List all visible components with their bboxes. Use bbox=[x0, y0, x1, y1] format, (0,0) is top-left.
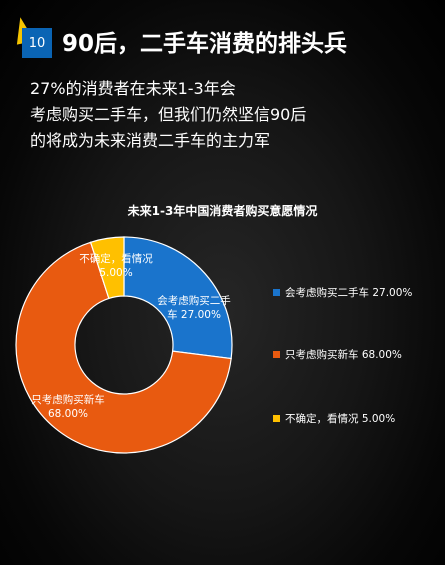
slice-label-1: 只考虑购买新车 68.00% bbox=[31, 393, 105, 420]
subtitle-line-2: 的将成为未来消费二手车的主力军 bbox=[30, 131, 271, 150]
legend-swatch-1 bbox=[273, 351, 280, 358]
donut-slice-1 bbox=[15, 241, 232, 454]
subtitle-line-1: 考虑购买二手车，但我们仍然坚信90后 bbox=[30, 105, 307, 124]
page-title: 90后，二手车消费的排头兵 bbox=[62, 31, 348, 57]
slice-label-2: 不确定，看情况 5.00% bbox=[79, 252, 153, 279]
legend-swatch-2 bbox=[273, 415, 280, 422]
slice-label-0: 会考虑购买二手车 27.00% bbox=[157, 294, 231, 321]
donut-slice-2 bbox=[89, 236, 125, 300]
page-subtitle: 27%的消费者在未来1-3年会考虑购买二手车，但我们仍然坚信90后 的将成为未来消… bbox=[30, 76, 430, 154]
page-number-badge: 10 bbox=[22, 28, 52, 58]
legend-item-1: 只考虑购买新车 68.00% bbox=[273, 348, 402, 361]
donut-slice-0 bbox=[123, 236, 233, 360]
legend-label-0: 会考虑购买二手车 27.00% bbox=[285, 286, 412, 299]
legend-label-2: 不确定，看情况 5.00% bbox=[285, 412, 395, 425]
legend-label-1: 只考虑购买新车 68.00% bbox=[285, 348, 402, 361]
legend-item-2: 不确定，看情况 5.00% bbox=[273, 412, 395, 425]
subtitle-line-0: 27%的消费者在未来1-3年会 bbox=[30, 79, 236, 98]
page-number: 10 bbox=[28, 35, 46, 51]
legend-item-0: 会考虑购买二手车 27.00% bbox=[273, 286, 412, 299]
legend-swatch-0 bbox=[273, 289, 280, 296]
chart-title: 未来1-3年中国消费者购买意愿情况 bbox=[127, 204, 318, 218]
